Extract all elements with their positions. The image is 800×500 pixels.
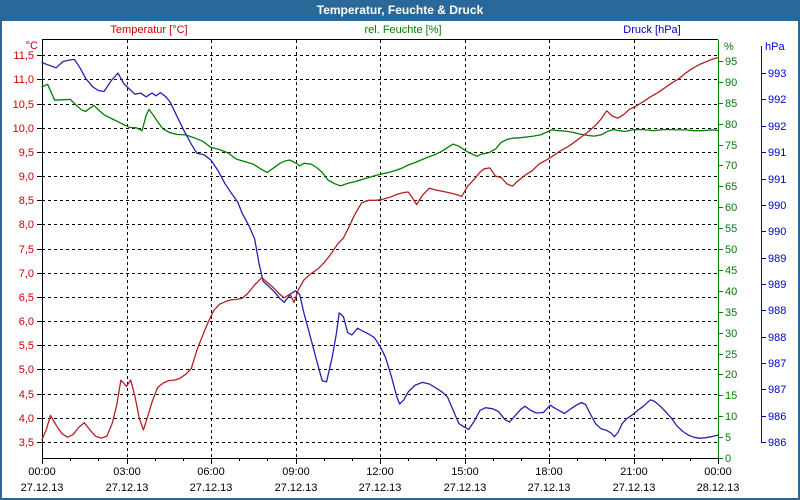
humidity-tick-label: 50: [725, 244, 737, 256]
humidity-tick-label: 90: [725, 77, 737, 89]
temperature-tick-label: 8,0: [19, 219, 34, 231]
x-time-label: 09:00: [282, 466, 310, 478]
x-date-label: 27.12.13: [359, 482, 402, 494]
temperature-tick-label: 7,5: [19, 244, 34, 256]
temperature-tick-label: 11,5: [13, 50, 34, 62]
x-time-label: 21:00: [620, 466, 648, 478]
temperature-tick-label: 8,5: [19, 195, 34, 207]
humidity-curve: [41, 83, 719, 187]
pressure-tick-label: 992: [768, 121, 786, 133]
pressure-tick-label: 987: [768, 358, 786, 370]
humidity-tick-label: 55: [725, 223, 737, 235]
pressure-tick-label: 990: [768, 226, 786, 238]
pressure-axis: 993 992 992 991 991 990 990 989 989 988 988 987 987 9…: [761, 46, 786, 449]
pressure-tick-label: 990: [768, 200, 786, 212]
x-date-label: 27.12.13: [190, 482, 233, 494]
humidity-tick-label: 30: [725, 328, 737, 340]
x-time-label: 00:00: [704, 466, 732, 478]
temperature-tick-label: 5,5: [19, 340, 34, 352]
temperature-tick-label: 4,0: [19, 413, 34, 425]
x-time-label: 06:00: [197, 466, 225, 478]
x-date-label: 27.12.13: [444, 482, 487, 494]
pressure-tick-label: 991: [768, 174, 786, 186]
x-axis: 00:00 27.12.13 03:00 27.12.13 06:00 27.12.13 0…: [21, 458, 740, 494]
pressure-tick-label: 987: [768, 384, 786, 396]
humidity-tick-label: 20: [725, 369, 737, 381]
x-time-label: 00:00: [28, 466, 56, 478]
temperature-tick-label: 4,5: [19, 389, 34, 401]
temperature-tick-label: 9,5: [19, 147, 34, 159]
pressure-tick-label: 992: [768, 94, 786, 106]
humidity-tick-label: 65: [725, 181, 737, 193]
pressure-tick-label: 989: [768, 253, 786, 265]
humidity-tick-label: 0: [725, 453, 731, 465]
pressure-axis-unit: hPa: [765, 41, 785, 53]
humidity-tick-label: 45: [725, 265, 737, 277]
pressure-curve: [41, 58, 719, 439]
humidity-tick-label: 40: [725, 286, 737, 298]
x-time-label: 18:00: [535, 466, 563, 478]
temperature-tick-label: 7,0: [19, 268, 34, 280]
humidity-tick-label: 80: [725, 119, 737, 131]
temperature-tick-label: 5,0: [19, 364, 34, 376]
pressure-tick-label: 988: [768, 332, 786, 344]
humidity-tick-label: 5: [725, 432, 731, 444]
pressure-tick-label: 993: [768, 68, 786, 80]
humidity-axis-unit: %: [724, 41, 734, 53]
humidity-tick-label: 75: [725, 140, 737, 152]
x-date-label: 27.12.13: [275, 482, 318, 494]
temperature-curve: [41, 56, 719, 441]
temperature-tick-label: 9,0: [19, 171, 34, 183]
humidity-tick-label: 10: [725, 411, 737, 423]
humidity-tick-label: 15: [725, 390, 737, 402]
pressure-tick-label: 991: [768, 147, 786, 159]
x-time-label: 15:00: [451, 466, 479, 478]
gridlines: [42, 40, 718, 458]
temperature-tick-label: 10,5: [13, 99, 34, 111]
pressure-tick-label: 986: [768, 411, 786, 423]
pressure-tick-label: 989: [768, 279, 786, 291]
humidity-tick-label: 25: [725, 349, 737, 361]
humidity-tick-label: 35: [725, 307, 737, 319]
temperature-tick-label: 6,5: [19, 292, 34, 304]
humidity-tick-label: 95: [725, 56, 737, 68]
x-date-label: 27.12.13: [613, 482, 656, 494]
pressure-tick-label: 986: [768, 437, 786, 449]
pressure-tick-label: 988: [768, 305, 786, 317]
temperature-tick-label: 10,0: [13, 123, 34, 135]
temperature-tick-label: 3,5: [19, 437, 34, 449]
x-time-label: 12:00: [366, 466, 394, 478]
temperature-tick-label: 6,0: [19, 316, 34, 328]
temperature-tick-label: 11,0: [13, 74, 34, 86]
window-titlebar: Temperatur, Feuchte & Druck: [0, 0, 800, 21]
x-date-label: 28.12.13: [697, 482, 740, 494]
legend-humidity: rel. Feuchte [%]: [364, 24, 442, 36]
x-time-label: 03:00: [113, 466, 141, 478]
humidity-tick-label: 60: [725, 202, 737, 214]
legend-pressure: Druck [hPa]: [623, 24, 681, 36]
x-date-label: 27.12.13: [528, 482, 571, 494]
window-title: Temperatur, Feuchte & Druck: [316, 3, 484, 17]
legend-temperature: Temperatur [°C]: [110, 24, 188, 36]
humidity-tick-label: 70: [725, 160, 737, 172]
series: [41, 56, 719, 441]
temperature-axis-unit: °C: [25, 40, 38, 52]
humidity-tick-label: 85: [725, 98, 737, 110]
x-date-label: 27.12.13: [106, 482, 149, 494]
x-date-label: 27.12.13: [21, 482, 64, 494]
temperature-axis: 11,5 11,0 10,5 10,0 9,5 9,0 8,5 8,0 7,5 7,0 6,5 6,0…: [13, 50, 42, 449]
